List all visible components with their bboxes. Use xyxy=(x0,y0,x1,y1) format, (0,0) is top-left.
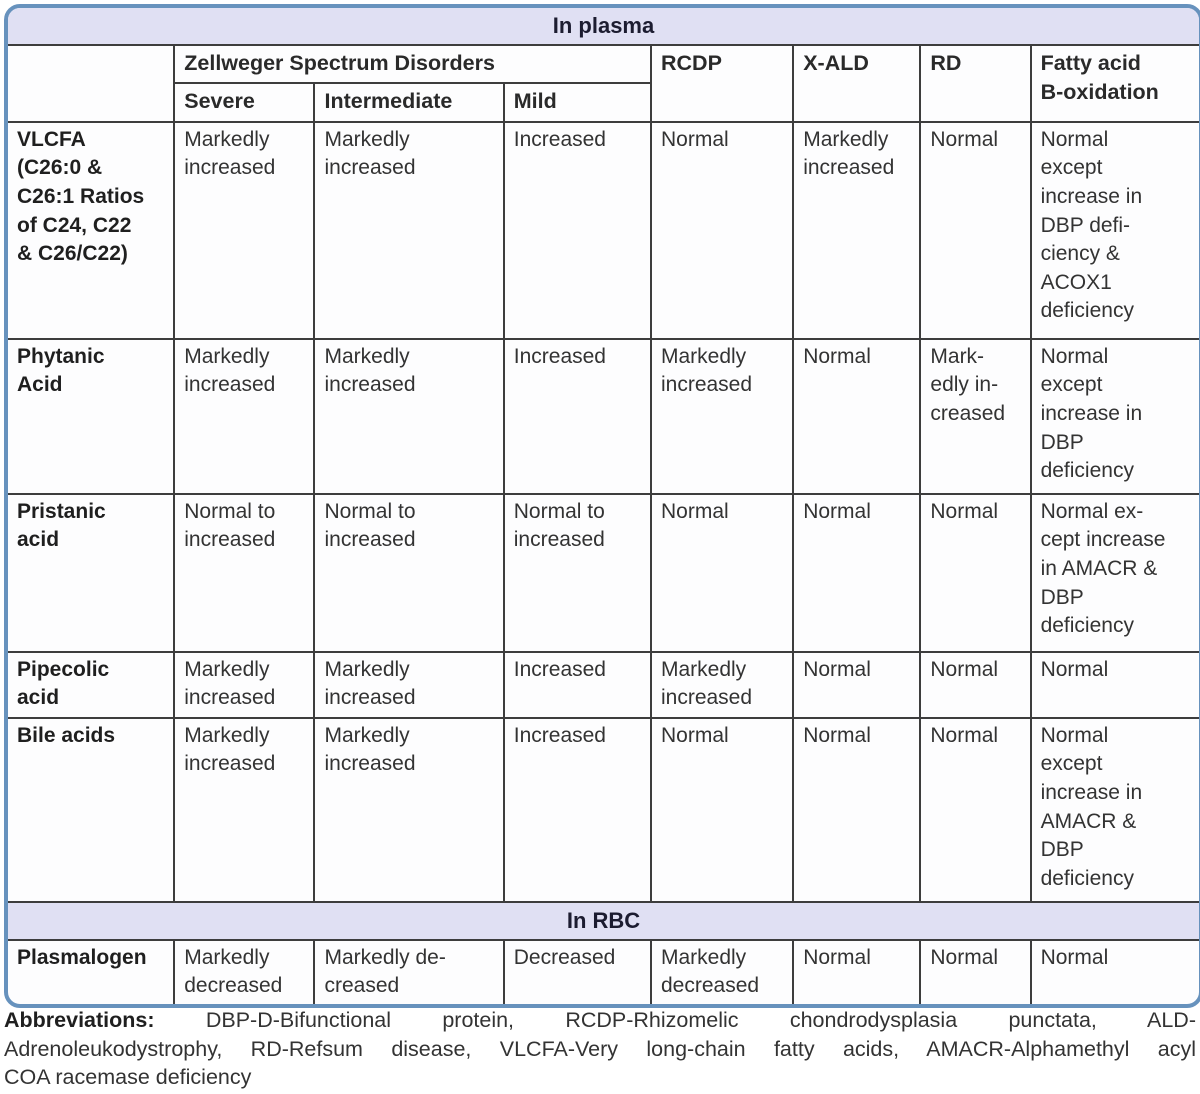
header-cell-fatty-acid-b-oxidation: Fatty acid B-oxidation xyxy=(1029,43,1199,123)
abbreviations-line-1-text: DBP-D-Bifunctional protein, RCDP-Rhizome… xyxy=(205,1008,1196,1032)
abbreviations-label: Abbreviations: xyxy=(4,1008,155,1032)
cell-phytanic-label: Phytanic Acid xyxy=(8,337,176,495)
cell-bile-mild: Increased xyxy=(502,716,652,903)
section-row-in-rbc: In RBC xyxy=(8,900,1199,941)
cell-bile-intermediate: Markedly increased xyxy=(313,716,505,903)
cell-bile-label: Bile acids xyxy=(8,716,176,903)
header-cell-intermediate: Intermediate xyxy=(313,81,505,123)
section-header-in-rbc: In RBC xyxy=(8,900,1199,941)
cell-plasmalogen-intermediate: Markedly de- creased xyxy=(313,938,505,1004)
cell-pipecolic-fao: Normal xyxy=(1029,650,1199,719)
cell-pristanic-label: Pristanic acid xyxy=(8,492,176,653)
header-cell-mild: Mild xyxy=(502,81,652,123)
section-row-in-plasma: In plasma xyxy=(8,7,1199,46)
header-cell-xald: X-ALD xyxy=(792,43,922,123)
cell-pristanic-mild: Normal to increased xyxy=(502,492,652,653)
cell-plasmalogen-rd: Normal xyxy=(919,938,1032,1004)
table-row-pipecolic-acid: Pipecolic acid Markedly increased Marked… xyxy=(8,650,1199,719)
cell-bile-rcdp: Normal xyxy=(649,716,795,903)
cell-vlcfa-label: VLCFA (C26:0 & C26:1 Ratios of C24, C22 … xyxy=(8,120,176,340)
cell-bile-xald: Normal xyxy=(792,716,922,903)
table-row-pristanic-acid: Pristanic acid Normal to increased Norma… xyxy=(8,492,1199,653)
table-row-vlcfa: VLCFA (C26:0 & C26:1 Ratios of C24, C22 … xyxy=(8,120,1199,340)
cell-plasmalogen-mild: Decreased xyxy=(502,938,652,1004)
biochemical-findings-table: In plasma Zellweger Spectrum Disorders R… xyxy=(4,4,1200,1008)
cell-vlcfa-rcdp: Normal xyxy=(649,120,795,340)
cell-vlcfa-rd: Normal xyxy=(919,120,1032,340)
header-cell-zellweger: Zellweger Spectrum Disorders xyxy=(173,43,652,84)
abbreviations-line-3: COA racemase deficiency xyxy=(4,1065,252,1090)
cell-bile-rd: Normal xyxy=(919,716,1032,903)
cell-pipecolic-label: Pipecolic acid xyxy=(8,650,176,719)
abbreviations-line-2: Adrenoleukodystrophy, RD-Refsum disease,… xyxy=(4,1036,1196,1061)
cell-bile-fao: Normal except increase in AMACR & DBP de… xyxy=(1029,716,1199,903)
cell-plasmalogen-xald: Normal xyxy=(792,938,922,1004)
cell-plasmalogen-fao: Normal xyxy=(1029,938,1199,1004)
header-cell-rcdp: RCDP xyxy=(649,43,795,123)
cell-plasmalogen-rcdp: Markedly decreased xyxy=(649,938,795,1004)
header-row-groups: Zellweger Spectrum Disorders RCDP X-ALD … xyxy=(8,43,1199,123)
cell-phytanic-rd: Mark- edly in- creased xyxy=(919,337,1032,495)
cell-pristanic-rcdp: Normal xyxy=(649,492,795,653)
cell-pristanic-rd: Normal xyxy=(919,492,1032,653)
cell-pipecolic-xald: Normal xyxy=(792,650,922,719)
cell-vlcfa-mild: Increased xyxy=(502,120,652,340)
cell-pristanic-severe: Normal to increased xyxy=(173,492,316,653)
cell-vlcfa-xald: Markedly increased xyxy=(792,120,922,340)
cell-pipecolic-severe: Markedly increased xyxy=(173,650,316,719)
cell-pipecolic-rcdp: Markedly increased xyxy=(649,650,795,719)
cell-vlcfa-severe: Markedly increased xyxy=(173,120,316,340)
table-row-phytanic-acid: Phytanic Acid Markedly increased Markedl… xyxy=(8,337,1199,495)
header-row-severity: Severe Intermediate Mild xyxy=(8,81,1199,123)
cell-phytanic-intermediate: Markedly increased xyxy=(313,337,505,495)
header-cell-rd: RD xyxy=(919,43,1032,123)
cell-pristanic-xald: Normal xyxy=(792,492,922,653)
abbreviations-line-1: Abbreviations: DBP-D-Bifunctional protei… xyxy=(4,1006,1196,1035)
cell-phytanic-xald: Normal xyxy=(792,337,922,495)
header-cell-blank xyxy=(8,43,176,123)
cell-phytanic-rcdp: Markedly increased xyxy=(649,337,795,495)
cell-vlcfa-fao: Normal except increase in DBP defi- cien… xyxy=(1029,120,1199,340)
cell-plasmalogen-severe: Markedly decreased xyxy=(173,938,316,1004)
cell-plasmalogen-label: Plasmalogen xyxy=(8,938,176,1004)
table-row-bile-acids: Bile acids Markedly increased Markedly i… xyxy=(8,716,1199,903)
cell-pristanic-fao: Normal ex- cept increase in AMACR & DBP … xyxy=(1029,492,1199,653)
abbreviations-footnote: Abbreviations: DBP-D-Bifunctional protei… xyxy=(4,1006,1196,1092)
cell-phytanic-fao: Normal except increase in DBP deficiency xyxy=(1029,337,1199,495)
cell-pipecolic-mild: Increased xyxy=(502,650,652,719)
cell-pristanic-intermediate: Normal to increased xyxy=(313,492,505,653)
cell-phytanic-severe: Markedly increased xyxy=(173,337,316,495)
table-row-plasmalogen: Plasmalogen Markedly decreased Markedly … xyxy=(8,938,1199,1004)
header-cell-severe: Severe xyxy=(173,81,316,123)
cell-bile-severe: Markedly increased xyxy=(173,716,316,903)
cell-vlcfa-intermediate: Markedly increased xyxy=(313,120,505,340)
section-header-in-plasma: In plasma xyxy=(8,7,1199,46)
peroxisomal-disorders-table: In plasma Zellweger Spectrum Disorders R… xyxy=(8,7,1199,1004)
cell-pipecolic-rd: Normal xyxy=(919,650,1032,719)
cell-phytanic-mild: Increased xyxy=(502,337,652,495)
cell-pipecolic-intermediate: Markedly increased xyxy=(313,650,505,719)
